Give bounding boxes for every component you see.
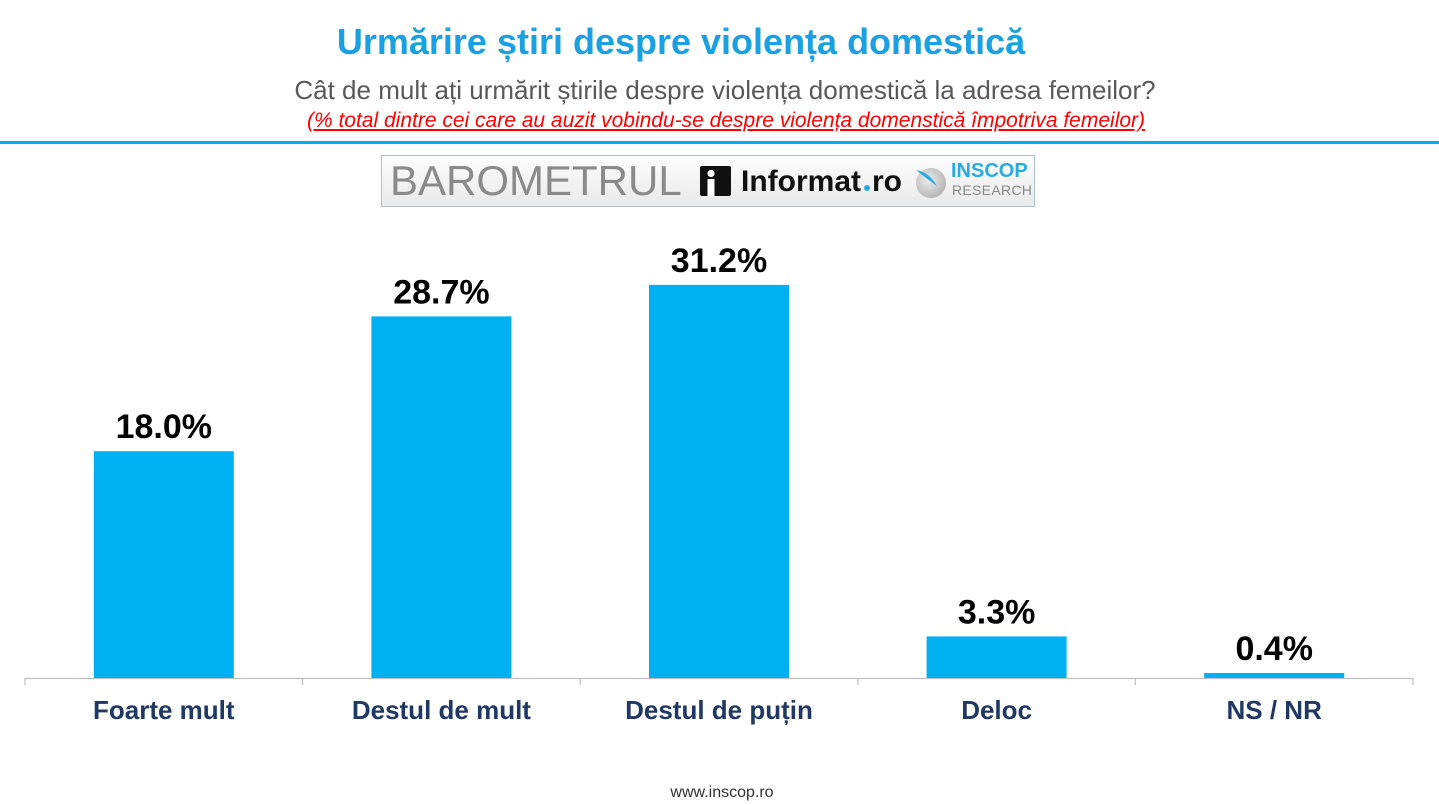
bar-destul-de-putin [649,284,789,678]
info-icon [700,166,731,196]
inscop-swoosh-icon [916,168,946,198]
data-label-ns-nr: 0.4% [1235,630,1313,668]
chart-note: (% total dintre cei care au auzit vobind… [306,109,1146,132]
category-label-destul-de-putin: Destul de puțin [625,695,813,725]
chart-subtitle: Cât de mult ați urmărit știrile despre v… [294,75,1156,105]
footer-url: www.inscop.ro [670,784,774,801]
data-label-destul-de-mult: 28.7% [393,273,489,311]
bar-deloc [926,636,1067,678]
chart-title: Urmărire știri despre violența domestică [336,21,1026,62]
inscop-logo-tagline: RESEARCH [952,182,1033,198]
informat-dot [864,185,870,191]
bar-chart: 18.0% Foarte mult 28.7% Destul de mult 31.2%… [24,242,1414,725]
barometrul-logo: BAROMETRUL [390,157,682,204]
informat-name: Informat [741,165,861,198]
bar-destul-de-mult [371,316,512,678]
informat-logo: Informat ro [741,156,902,208]
data-label-deloc: 3.3% [958,593,1036,631]
inscop-logo-name: INSCOP [951,160,1028,182]
category-label-destul-de-mult: Destul de mult [352,695,531,725]
category-label-foarte-mult: Foarte mult [93,695,235,725]
logo-banner: BAROMETRUL Informat ro INSCOP RESEARCH [381,155,1035,207]
bar-foarte-mult [93,451,234,678]
data-label-foarte-mult: 18.0% [116,408,212,446]
header-divider [0,141,1439,144]
data-label-destul-de-putin: 31.2% [671,242,767,280]
informat-domain: ro [872,165,902,198]
category-label-deloc: Deloc [961,695,1032,725]
bar-ns-nr [1204,672,1345,678]
category-label-ns-nr: NS / NR [1227,695,1323,725]
